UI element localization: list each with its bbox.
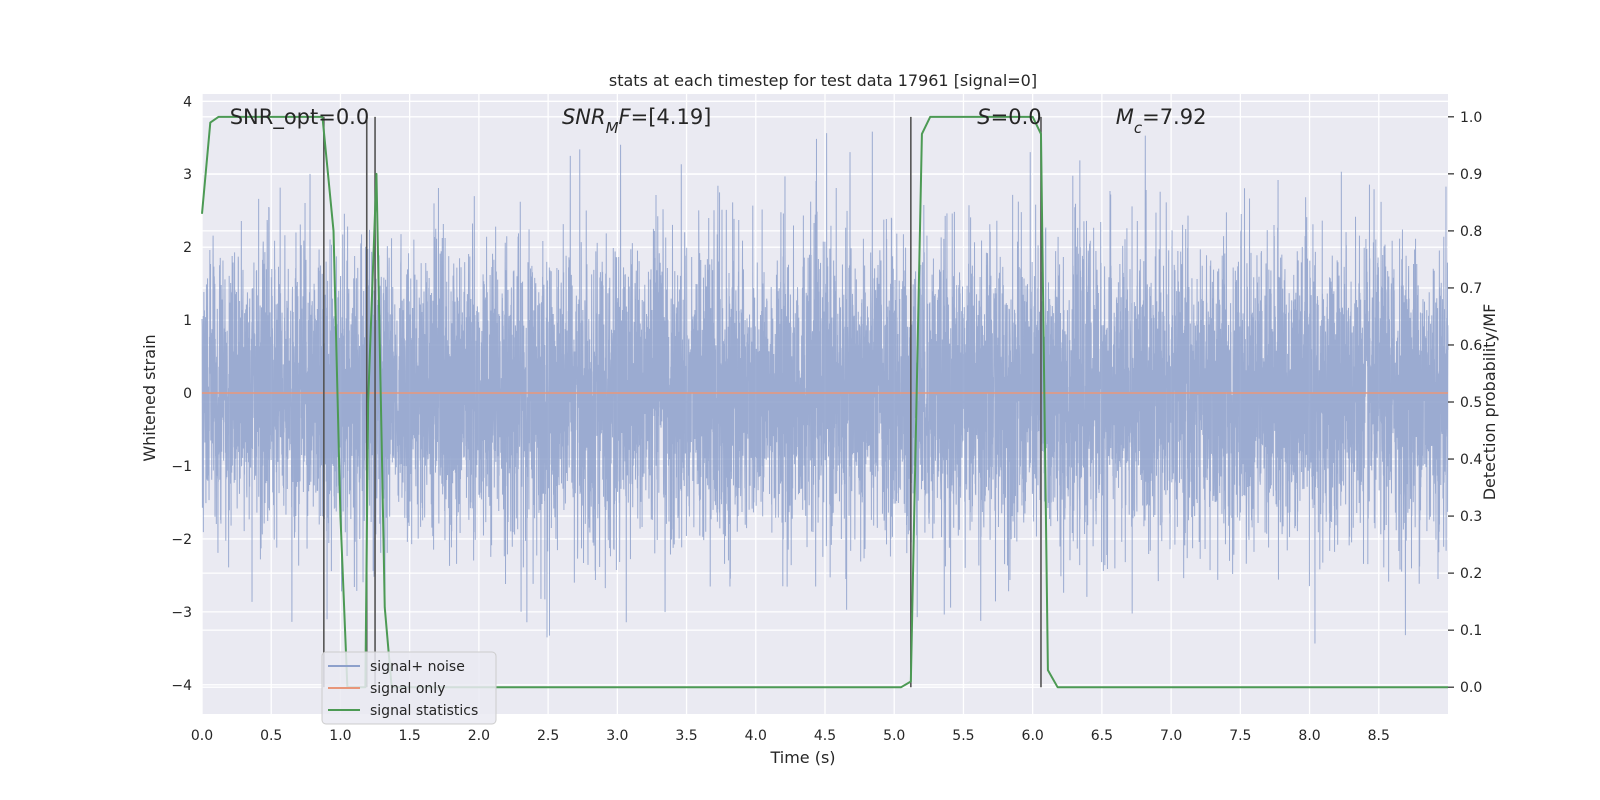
x-tick-label-8: 4.0 [745, 728, 767, 744]
x-tick-label-13: 6.5 [1091, 728, 1113, 744]
y2-tick-label-8: 0.8 [1460, 224, 1482, 240]
y2-axis-ticks: 0.0 0.1 0.2 0.3 0.4 0.5 0.6 0.7 0.8 0.9 1.0 [1448, 110, 1482, 696]
y2-tick-label-9: 0.9 [1460, 167, 1482, 183]
y2-tick-label-3: 0.3 [1460, 509, 1482, 525]
annotation-3: Mc=7.92 [1116, 105, 1207, 137]
legend-label-1: signal only [370, 681, 445, 697]
y-axis-ticks: −4 −3 −2 −1 0 1 2 3 4 [171, 94, 192, 694]
x-tick-label-4: 2.0 [468, 728, 490, 744]
y2-axis-label: Detection probability/MF [1480, 304, 1499, 501]
x-axis-ticks: 0.0 0.5 1.0 1.5 2.0 2.5 3.0 3.5 4.0 4.5 5.0 5.5 6.0 6… [191, 728, 1390, 744]
annotation-1: SNRMF=[4.19] [562, 105, 711, 137]
annotation-1-part-1: M [606, 119, 619, 137]
y-tick-label-4: 0 [183, 386, 192, 402]
legend-label-2: signal statistics [370, 703, 478, 719]
y2-tick-label-10: 1.0 [1460, 110, 1482, 126]
y-tick-label-8: 4 [183, 94, 192, 110]
annotation-1-part-2: F [619, 105, 632, 129]
legend-label-0: signal+ noise [370, 659, 465, 675]
x-tick-label-6: 3.0 [606, 728, 628, 744]
x-tick-label-2: 1.0 [329, 728, 351, 744]
signal-noise-series [201, 131, 1449, 644]
y-tick-label-2: −2 [171, 532, 192, 548]
x-tick-label-0: 0.0 [191, 728, 213, 744]
x-tick-label-5: 2.5 [537, 728, 559, 744]
y2-tick-label-2: 0.2 [1460, 566, 1482, 582]
annotation-2-part-1: =0.0 [991, 105, 1042, 129]
annotation-2: S=0.0 [977, 105, 1041, 129]
y2-tick-label-6: 0.6 [1460, 338, 1482, 354]
annotation-0-part-0: SNR_opt=0.0 [230, 105, 370, 130]
x-tick-label-1: 0.5 [260, 728, 282, 744]
x-tick-label-12: 6.0 [1022, 728, 1044, 744]
x-tick-label-16: 8.0 [1298, 728, 1320, 744]
y-tick-label-3: −1 [171, 459, 192, 475]
x-tick-label-15: 7.5 [1229, 728, 1251, 744]
x-tick-label-3: 1.5 [399, 728, 421, 744]
annotation-3-part-2: =7.92 [1142, 105, 1206, 129]
annotation-3-part-0: M [1116, 105, 1134, 129]
chart-title: stats at each timestep for test data 179… [609, 71, 1037, 90]
x-tick-label-7: 3.5 [675, 728, 697, 744]
annotation-2-part-0: S [977, 105, 990, 129]
legend: signal+ noise signal only signal statistic… [321, 651, 497, 725]
legend-box [321, 651, 497, 725]
x-tick-label-17: 8.5 [1368, 728, 1390, 744]
annotation-3-part-1: c [1134, 119, 1143, 137]
annotation-1-part-3: =[4.19] [631, 105, 712, 129]
y2-tick-label-7: 0.7 [1460, 281, 1482, 297]
y-axis-label: Whitened strain [140, 334, 159, 461]
y-tick-label-6: 2 [183, 240, 192, 256]
y-tick-label-5: 1 [183, 313, 192, 329]
y-tick-label-1: −3 [171, 605, 192, 621]
annotation-0: SNR_opt=0.0 [230, 105, 370, 130]
y2-tick-label-1: 0.1 [1460, 623, 1482, 639]
y2-tick-label-4: 0.4 [1460, 452, 1482, 468]
line-series [201, 115, 1448, 689]
series-signal-statistics [201, 115, 1448, 689]
x-tick-label-10: 5.0 [883, 728, 905, 744]
x-tick-label-14: 7.0 [1160, 728, 1182, 744]
annotations: SNR_opt=0.0 SNRMF=[4.19] S=0.0 Mc=7.92 [230, 105, 1207, 137]
y2-tick-label-0: 0.0 [1460, 680, 1482, 696]
x-tick-label-11: 5.5 [952, 728, 974, 744]
series-signal-noise [201, 131, 1449, 644]
x-axis-label: Time (s) [769, 748, 835, 767]
annotation-1-part-0: SNR [562, 105, 606, 129]
y-tick-label-0: −4 [171, 678, 192, 694]
x-tick-label-9: 4.5 [814, 728, 836, 744]
y2-tick-label-5: 0.5 [1460, 395, 1482, 411]
y-tick-label-7: 3 [183, 167, 192, 183]
